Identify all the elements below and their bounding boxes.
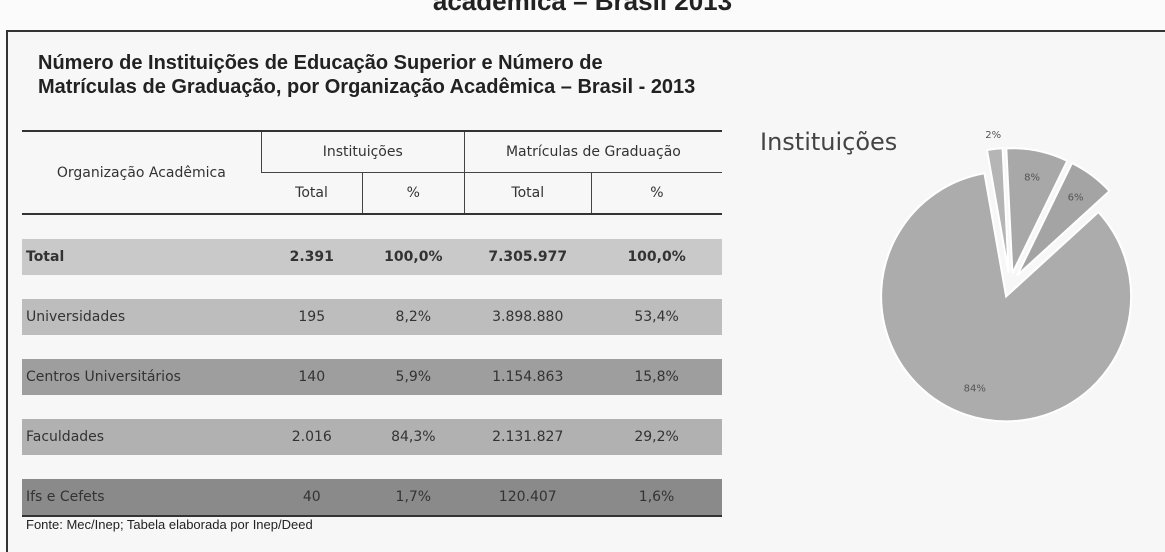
- row: Total 2.391 100,0% 7.305.977 100,0%: [22, 239, 722, 275]
- row: Centros Universitários 140 5,9% 1.154.863 15…: [22, 359, 722, 395]
- cell: 8,2%: [395, 309, 432, 325]
- pie-slice: [880, 172, 1133, 423]
- panel-title: Matrículas de Graduação, por Organização…: [38, 76, 696, 98]
- panel-title: Número de Instituições de Educação Super…: [38, 52, 603, 74]
- cell: 1,7%: [395, 489, 432, 505]
- cell: 120.407: [498, 489, 557, 505]
- cell: 15,8%: [634, 369, 679, 385]
- slice-label: 84%: [964, 384, 986, 395]
- cell: 2.131.827: [492, 429, 564, 445]
- cell: Ifs e Cefets: [26, 489, 105, 505]
- header-cell: Total: [463, 172, 592, 214]
- header-cell: Matrículas de Graduação: [463, 131, 722, 173]
- cell: 7.305.977: [488, 249, 568, 265]
- cell: 29,2%: [634, 429, 679, 445]
- pie-slice: [985, 147, 1010, 274]
- cell: 5,9%: [395, 369, 432, 385]
- row: Faculdades 2.016 84,3% 2.131.827 29,2%: [22, 419, 722, 455]
- header-cell: Organização Acadêmica: [56, 164, 226, 181]
- cell: 100,0%: [627, 249, 686, 265]
- pie-slice: [1016, 161, 1111, 277]
- page-title: acadêmica – Brasil 2013: [432, 0, 733, 16]
- cell: Centros Universitários: [26, 369, 181, 385]
- header-cell: %: [361, 172, 465, 214]
- cell: 3.898.880: [492, 309, 564, 325]
- pie-slice: [1005, 147, 1069, 274]
- cell: 195: [298, 309, 326, 325]
- slice-label: 8%: [1024, 173, 1040, 184]
- header-cell: %: [590, 172, 722, 214]
- slice-label: 2%: [985, 130, 1001, 141]
- table: Organização Acadêmica Instituições Matrí…: [22, 130, 722, 517]
- header-cell: Total: [295, 185, 328, 201]
- source: Fonte: Mec/Inep; Tabela elaborada por In…: [26, 517, 313, 532]
- header-cell: Instituições: [260, 131, 465, 173]
- cell: Faculdades: [26, 429, 105, 445]
- cell: Total: [26, 249, 65, 265]
- chart-title: Instituições: [760, 128, 897, 156]
- cell: 100,0%: [384, 249, 443, 265]
- cell: 140: [298, 369, 326, 385]
- cell: 53,4%: [634, 309, 679, 325]
- row: Universidades 195 8,2% 3.898.880 53,4%: [22, 299, 722, 335]
- row: Ifs e Cefets 40 1,7% 120.407 1,6%: [22, 479, 722, 516]
- cell: Universidades: [26, 309, 126, 325]
- cell: 1,6%: [638, 489, 675, 505]
- slice-label: 6%: [1068, 192, 1084, 203]
- cell: 2.391: [289, 249, 334, 265]
- cell: 1.154.863: [492, 369, 564, 385]
- cell: 40: [302, 489, 321, 505]
- cell: 2.016: [291, 429, 332, 445]
- cell: 84,3%: [391, 429, 436, 445]
